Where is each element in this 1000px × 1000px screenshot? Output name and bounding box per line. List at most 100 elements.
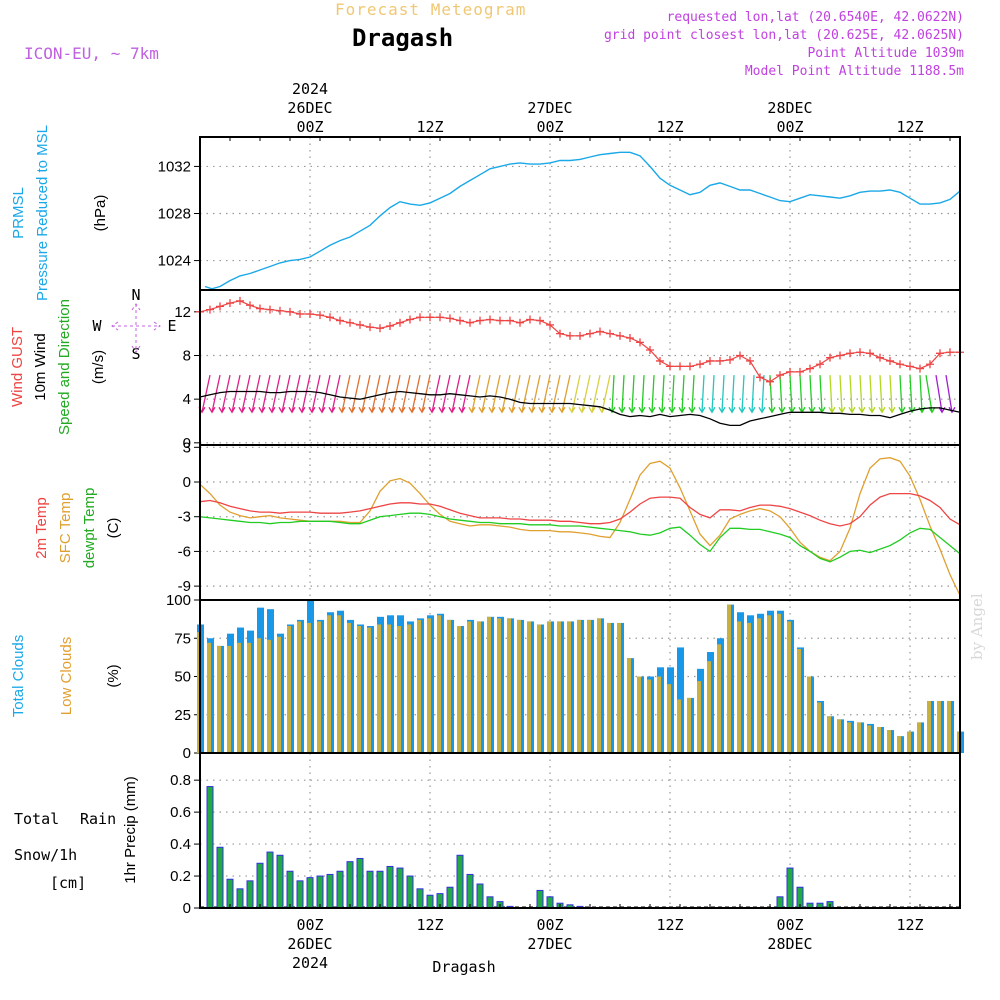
- low-cloud-bar: [427, 618, 431, 753]
- precip-tick-label: 0.4: [170, 836, 191, 853]
- rain-bar: [236, 888, 244, 909]
- wind-arrow-head: [678, 406, 686, 414]
- gust-marker: [396, 318, 404, 327]
- wind-arrow: [201, 375, 211, 413]
- wind-arrow: [481, 375, 491, 413]
- gust-marker: [446, 314, 454, 323]
- compass-rose: [111, 303, 161, 353]
- gust-marker: [296, 310, 304, 319]
- wind-arrow-head: [258, 406, 266, 414]
- gust-marker: [486, 315, 494, 324]
- wind-arrow-head: [708, 406, 716, 414]
- footer-location: Dragash: [432, 958, 495, 976]
- gust-marker: [796, 367, 804, 376]
- wind-arrow-head: [748, 406, 756, 414]
- gust-marker: [376, 324, 384, 333]
- low-cloud-bar: [787, 621, 791, 753]
- wind-arrow: [721, 375, 725, 413]
- wind-arrow-head: [458, 406, 466, 414]
- wind-arrow: [311, 375, 321, 413]
- gust-marker: [806, 364, 814, 373]
- wind-arrow-head: [688, 406, 696, 414]
- gust-marker: [236, 296, 244, 305]
- pressure-tick-label: 1024: [158, 253, 191, 270]
- gust-marker: [886, 356, 894, 365]
- gust-marker: [786, 367, 794, 376]
- rain-bar: [206, 786, 214, 909]
- top-time-label: 12Z: [896, 118, 923, 136]
- low-cloud-bar: [487, 616, 491, 753]
- wind-arrow-head: [348, 406, 356, 414]
- temp-tick-label: -9: [178, 578, 191, 595]
- low-cloud-bar: [567, 621, 571, 753]
- gust-marker: [746, 356, 754, 365]
- gust-marker: [816, 360, 824, 369]
- gust-marker: [506, 316, 514, 325]
- point-altitude: Point Altitude 1039m: [807, 46, 964, 61]
- wind-arrow-head: [218, 406, 226, 414]
- wind-arrow-head: [588, 406, 596, 414]
- low-cloud-bar: [297, 621, 301, 753]
- low-cloud-bar: [337, 615, 341, 753]
- low-cloud-bar: [847, 722, 851, 753]
- low-cloud-bar: [807, 676, 811, 753]
- rain-bar: [286, 870, 294, 909]
- low-cloud-bar: [407, 624, 411, 753]
- requested-lonlat: requested lon,lat (20.6540E, 42.0622N): [666, 10, 964, 25]
- low-cloud-bar: [737, 621, 741, 753]
- wind-arrow-head: [858, 406, 866, 414]
- wind-arrow-head: [378, 406, 386, 414]
- wind-arrow-head: [438, 406, 446, 414]
- gust-marker: [216, 302, 224, 311]
- rain-bar: [376, 870, 384, 909]
- low-cloud-bar: [597, 618, 601, 753]
- wind-arrow: [919, 375, 923, 413]
- low-cloud-bar: [557, 621, 561, 753]
- low-cloud-bar: [887, 730, 891, 753]
- wind-tick-label: 12: [174, 304, 191, 321]
- low-cloud-bar: [477, 621, 481, 753]
- bottom-time-label: 28DEC: [767, 935, 812, 953]
- gust-marker: [416, 313, 424, 322]
- gust-marker: [876, 353, 884, 362]
- precip-legend-rain: Rain: [80, 810, 116, 828]
- low-cloud-bar: [267, 639, 271, 753]
- wind-arrow: [331, 375, 341, 413]
- rain-bar: [426, 894, 434, 909]
- rain-bar: [356, 857, 364, 909]
- gust-marker: [226, 299, 234, 308]
- wind-arrow: [231, 375, 241, 413]
- gust-marker: [386, 322, 394, 331]
- gust-marker: [926, 360, 934, 369]
- wind-arrow-head: [228, 406, 236, 414]
- gust-marker: [736, 351, 744, 360]
- rain-bar: [386, 865, 394, 909]
- wind-arrow: [691, 375, 695, 413]
- wind-arrow-head: [618, 406, 626, 414]
- wind-arrow-head: [408, 406, 416, 414]
- wind-arrow: [829, 375, 833, 413]
- gust-marker: [556, 329, 564, 338]
- wind-tick-label: 8: [183, 347, 191, 364]
- low-cloud-bar: [667, 684, 671, 753]
- gust-marker: [626, 334, 634, 343]
- wind-arrow: [621, 375, 625, 413]
- wind-arrow: [511, 375, 521, 413]
- wind-arrow: [819, 375, 823, 413]
- gust-marker: [576, 331, 584, 340]
- gust-marker: [516, 318, 524, 327]
- wind-arrow-head: [518, 406, 526, 414]
- low-cloud-bar: [817, 702, 821, 753]
- wind-arrow-head: [278, 406, 286, 414]
- wind-arrow-head: [268, 406, 276, 414]
- gust-marker: [716, 356, 724, 365]
- gust-marker: [266, 305, 274, 314]
- wind-arrow-head: [318, 406, 326, 414]
- wind-arrow-head: [548, 406, 556, 414]
- pressure-line: [204, 151, 961, 290]
- top-time-label: 00Z: [296, 118, 323, 136]
- low-cloud-bar: [647, 679, 651, 753]
- compass-s: S: [131, 345, 140, 363]
- gust-marker: [476, 316, 484, 325]
- bottom-time-label: 12Z: [416, 916, 443, 934]
